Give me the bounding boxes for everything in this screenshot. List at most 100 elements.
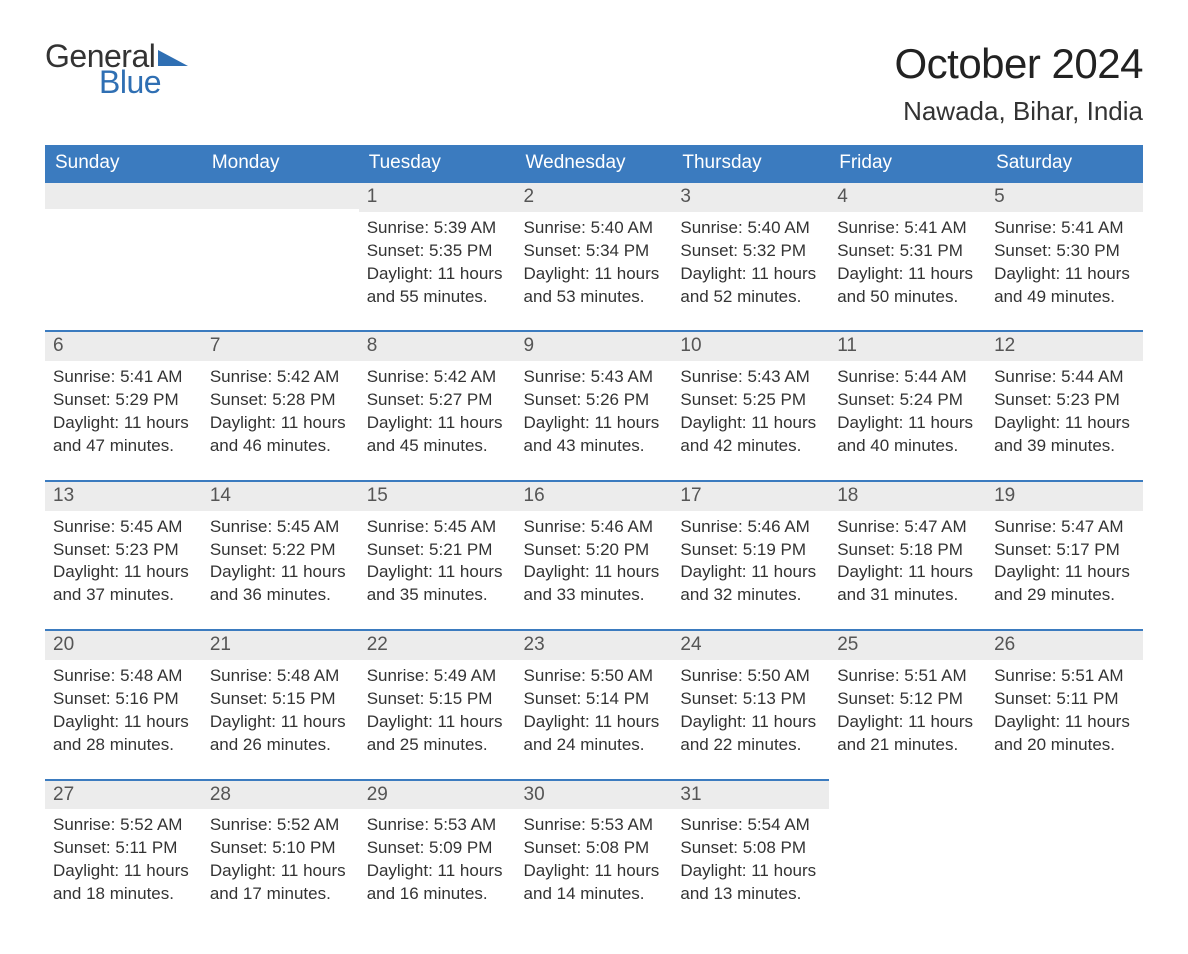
day-body: Sunrise: 5:43 AMSunset: 5:25 PMDaylight:…: [672, 361, 829, 466]
day-sunset: Sunset: 5:08 PM: [524, 837, 665, 860]
day-sunset: Sunset: 5:28 PM: [210, 389, 351, 412]
day-body: Sunrise: 5:41 AMSunset: 5:30 PMDaylight:…: [986, 212, 1143, 317]
day-sunset: Sunset: 5:20 PM: [524, 539, 665, 562]
day-sunrise: Sunrise: 5:47 AM: [837, 516, 978, 539]
day-sunset: Sunset: 5:35 PM: [367, 240, 508, 263]
calendar-cell: 7Sunrise: 5:42 AMSunset: 5:28 PMDaylight…: [202, 330, 359, 465]
day-number: 5: [986, 181, 1143, 212]
day-sunset: Sunset: 5:25 PM: [680, 389, 821, 412]
day-sunset: Sunset: 5:11 PM: [994, 688, 1135, 711]
day-day1: Daylight: 11 hours: [524, 711, 665, 734]
day-body: Sunrise: 5:48 AMSunset: 5:15 PMDaylight:…: [202, 660, 359, 765]
day-day2: and 53 minutes.: [524, 286, 665, 309]
day-day2: and 17 minutes.: [210, 883, 351, 906]
calendar-week-row: 1Sunrise: 5:39 AMSunset: 5:35 PMDaylight…: [45, 181, 1143, 316]
day-day1: Daylight: 11 hours: [837, 263, 978, 286]
day-day1: Daylight: 11 hours: [994, 711, 1135, 734]
day-number: 29: [359, 779, 516, 810]
calendar-cell: 4Sunrise: 5:41 AMSunset: 5:31 PMDaylight…: [829, 181, 986, 316]
day-sunrise: Sunrise: 5:43 AM: [680, 366, 821, 389]
calendar-cell: 24Sunrise: 5:50 AMSunset: 5:13 PMDayligh…: [672, 629, 829, 764]
day-sunrise: Sunrise: 5:42 AM: [367, 366, 508, 389]
day-day2: and 40 minutes.: [837, 435, 978, 458]
day-day2: and 31 minutes.: [837, 584, 978, 607]
calendar-cell: 3Sunrise: 5:40 AMSunset: 5:32 PMDaylight…: [672, 181, 829, 316]
day-number: 2: [516, 181, 673, 212]
day-day2: and 16 minutes.: [367, 883, 508, 906]
day-body: Sunrise: 5:40 AMSunset: 5:34 PMDaylight:…: [516, 212, 673, 317]
calendar-cell: [45, 181, 202, 316]
calendar-cell: 31Sunrise: 5:54 AMSunset: 5:08 PMDayligh…: [672, 779, 829, 914]
day-number: 25: [829, 629, 986, 660]
day-sunrise: Sunrise: 5:45 AM: [53, 516, 194, 539]
calendar-cell: 12Sunrise: 5:44 AMSunset: 5:23 PMDayligh…: [986, 330, 1143, 465]
day-day1: Daylight: 11 hours: [680, 860, 821, 883]
day-number: 27: [45, 779, 202, 810]
day-sunset: Sunset: 5:31 PM: [837, 240, 978, 263]
day-sunset: Sunset: 5:15 PM: [210, 688, 351, 711]
day-number: 14: [202, 480, 359, 511]
day-body: Sunrise: 5:41 AMSunset: 5:29 PMDaylight:…: [45, 361, 202, 466]
day-body: Sunrise: 5:45 AMSunset: 5:23 PMDaylight:…: [45, 511, 202, 616]
day-sunrise: Sunrise: 5:48 AM: [53, 665, 194, 688]
day-sunrise: Sunrise: 5:41 AM: [53, 366, 194, 389]
calendar-cell: 11Sunrise: 5:44 AMSunset: 5:24 PMDayligh…: [829, 330, 986, 465]
weekday-header: Friday: [829, 145, 986, 181]
day-day2: and 13 minutes.: [680, 883, 821, 906]
day-body: Sunrise: 5:42 AMSunset: 5:28 PMDaylight:…: [202, 361, 359, 466]
day-body: Sunrise: 5:41 AMSunset: 5:31 PMDaylight:…: [829, 212, 986, 317]
day-body: Sunrise: 5:45 AMSunset: 5:21 PMDaylight:…: [359, 511, 516, 616]
day-body: Sunrise: 5:44 AMSunset: 5:24 PMDaylight:…: [829, 361, 986, 466]
day-number: 20: [45, 629, 202, 660]
day-number: 24: [672, 629, 829, 660]
day-day1: Daylight: 11 hours: [367, 860, 508, 883]
day-sunset: Sunset: 5:14 PM: [524, 688, 665, 711]
calendar-week-row: 20Sunrise: 5:48 AMSunset: 5:16 PMDayligh…: [45, 629, 1143, 764]
day-number: 26: [986, 629, 1143, 660]
day-sunrise: Sunrise: 5:44 AM: [994, 366, 1135, 389]
weekday-header: Monday: [202, 145, 359, 181]
day-sunrise: Sunrise: 5:41 AM: [994, 217, 1135, 240]
day-body: Sunrise: 5:51 AMSunset: 5:12 PMDaylight:…: [829, 660, 986, 765]
day-number: 21: [202, 629, 359, 660]
calendar-cell: 30Sunrise: 5:53 AMSunset: 5:08 PMDayligh…: [516, 779, 673, 914]
day-day2: and 18 minutes.: [53, 883, 194, 906]
day-day1: Daylight: 11 hours: [994, 263, 1135, 286]
day-number: 22: [359, 629, 516, 660]
day-sunrise: Sunrise: 5:51 AM: [994, 665, 1135, 688]
day-day2: and 46 minutes.: [210, 435, 351, 458]
day-day2: and 25 minutes.: [367, 734, 508, 757]
day-day2: and 33 minutes.: [524, 584, 665, 607]
day-sunrise: Sunrise: 5:46 AM: [524, 516, 665, 539]
day-number: 3: [672, 181, 829, 212]
day-sunset: Sunset: 5:13 PM: [680, 688, 821, 711]
day-day2: and 35 minutes.: [367, 584, 508, 607]
day-body: Sunrise: 5:48 AMSunset: 5:16 PMDaylight:…: [45, 660, 202, 765]
day-body: Sunrise: 5:47 AMSunset: 5:18 PMDaylight:…: [829, 511, 986, 616]
day-body: Sunrise: 5:44 AMSunset: 5:23 PMDaylight:…: [986, 361, 1143, 466]
calendar-cell: 9Sunrise: 5:43 AMSunset: 5:26 PMDaylight…: [516, 330, 673, 465]
calendar-table: SundayMondayTuesdayWednesdayThursdayFrid…: [45, 145, 1143, 914]
day-sunrise: Sunrise: 5:44 AM: [837, 366, 978, 389]
day-sunset: Sunset: 5:23 PM: [994, 389, 1135, 412]
day-sunset: Sunset: 5:17 PM: [994, 539, 1135, 562]
calendar-cell: 28Sunrise: 5:52 AMSunset: 5:10 PMDayligh…: [202, 779, 359, 914]
day-sunrise: Sunrise: 5:51 AM: [837, 665, 978, 688]
day-sunrise: Sunrise: 5:39 AM: [367, 217, 508, 240]
calendar-cell: 5Sunrise: 5:41 AMSunset: 5:30 PMDaylight…: [986, 181, 1143, 316]
calendar-cell: 19Sunrise: 5:47 AMSunset: 5:17 PMDayligh…: [986, 480, 1143, 615]
day-sunrise: Sunrise: 5:52 AM: [210, 814, 351, 837]
weekday-header: Thursday: [672, 145, 829, 181]
day-sunrise: Sunrise: 5:46 AM: [680, 516, 821, 539]
empty-day-bar: [202, 181, 359, 209]
calendar-cell: 13Sunrise: 5:45 AMSunset: 5:23 PMDayligh…: [45, 480, 202, 615]
calendar-cell: 8Sunrise: 5:42 AMSunset: 5:27 PMDaylight…: [359, 330, 516, 465]
logo-word-blue: Blue: [99, 66, 188, 98]
header: General Blue October 2024 Nawada, Bihar,…: [45, 40, 1143, 127]
weekday-header: Saturday: [986, 145, 1143, 181]
day-day2: and 55 minutes.: [367, 286, 508, 309]
day-day1: Daylight: 11 hours: [837, 711, 978, 734]
calendar-cell: 16Sunrise: 5:46 AMSunset: 5:20 PMDayligh…: [516, 480, 673, 615]
day-sunset: Sunset: 5:15 PM: [367, 688, 508, 711]
calendar-cell: 25Sunrise: 5:51 AMSunset: 5:12 PMDayligh…: [829, 629, 986, 764]
